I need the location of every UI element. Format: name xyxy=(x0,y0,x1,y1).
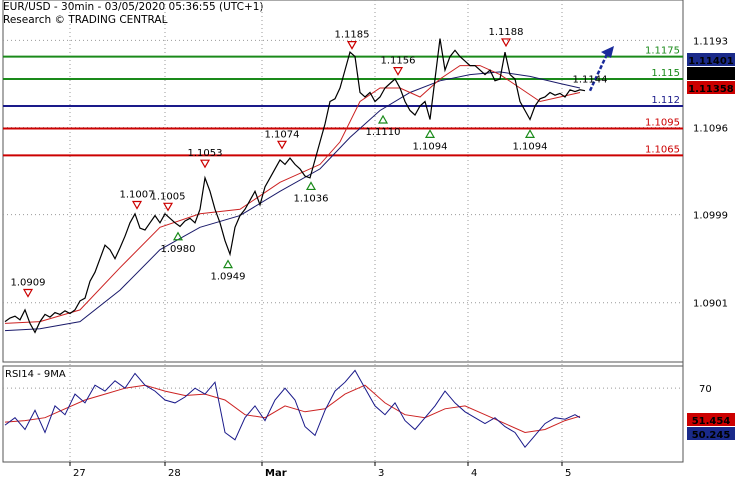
x-axis-tick: Mar xyxy=(265,468,287,479)
chart-title: EUR/USD - 30min - 03/05/2020 05:36:55 (U… xyxy=(3,1,264,13)
swing-high-label: 1.1156 xyxy=(381,56,416,67)
swing-high-marker xyxy=(500,38,512,48)
price-tag-label: 1.11373 xyxy=(688,70,734,81)
swing-high-label: 1.1053 xyxy=(188,148,223,159)
swing-low-label: 1.1094 xyxy=(413,141,448,152)
level-label: 1.1175 xyxy=(645,46,680,57)
rsi-tag-label: 51.454 xyxy=(692,416,731,427)
swing-high-marker xyxy=(346,41,358,50)
swing-low-label: 1.1110 xyxy=(366,127,401,138)
x-axis-tick: 28 xyxy=(168,468,181,479)
level-label: 1.112 xyxy=(651,95,680,106)
swing-low-label: 1.0949 xyxy=(211,272,246,283)
swing-low-label: 1.1094 xyxy=(513,141,548,152)
swing-high-label: 1.1007 xyxy=(120,189,155,200)
price-panel-frame xyxy=(2,0,684,363)
price-axis-tick: 1.0999 xyxy=(693,211,728,222)
swing-low-marker xyxy=(172,231,184,241)
swing-high-marker xyxy=(276,140,288,150)
swing-high-marker xyxy=(392,67,404,76)
swing-high-marker xyxy=(162,202,174,212)
price-tag-label: 1.11401 xyxy=(688,56,734,67)
ma-fast-line xyxy=(4,65,581,324)
forecast-arrow xyxy=(588,51,610,92)
swing-high-marker xyxy=(131,200,143,210)
level-label: 1.1095 xyxy=(645,117,680,128)
price-axis-tick: 1.1096 xyxy=(693,124,728,135)
price-axis-tick: 1.0901 xyxy=(693,299,728,310)
price-line xyxy=(4,38,586,334)
swing-high-label: 1.1185 xyxy=(335,30,370,41)
x-axis-tick: 27 xyxy=(73,468,86,479)
rsi-tag xyxy=(687,413,735,426)
rsi-tag xyxy=(687,427,735,440)
swing-high-label: 1.1074 xyxy=(265,129,300,140)
swing-high-label: 1.0909 xyxy=(11,278,46,289)
price-tag xyxy=(687,81,735,94)
swing-low-label: 1.0980 xyxy=(161,244,196,255)
rsi-line xyxy=(4,369,581,449)
swing-low-marker xyxy=(524,129,536,138)
swing-low-label: 1.1036 xyxy=(294,193,329,204)
chart-source: Research © TRADING CENTRAL xyxy=(3,14,168,26)
rsi-axis-tick: 70 xyxy=(699,384,712,395)
x-axis-tick: 4 xyxy=(471,468,477,479)
swing-high-label: 1.1188 xyxy=(489,27,524,38)
forecast-arrowhead xyxy=(601,46,614,58)
swing-low-marker xyxy=(222,259,234,269)
rsi-title: RSI14 - 9MA xyxy=(5,369,66,380)
price-axis-tick: 1.1193 xyxy=(693,36,728,47)
price-tag xyxy=(687,53,735,66)
swing-low-marker xyxy=(305,181,317,191)
swing-high-label: 1.1005 xyxy=(151,191,186,202)
swing-high-marker xyxy=(199,159,211,169)
swing-high-marker xyxy=(22,288,34,298)
price-tag xyxy=(687,67,735,80)
ma-slow-line xyxy=(4,71,581,332)
rsi-panel-frame xyxy=(2,365,684,463)
x-axis-tick: 5 xyxy=(565,468,571,479)
swing-low-marker xyxy=(424,129,436,138)
level-label: 1.1065 xyxy=(645,144,680,155)
swing-low-marker xyxy=(377,114,389,124)
x-axis-tick: 3 xyxy=(378,468,384,479)
price-tag-label: 1.11358 xyxy=(688,84,734,95)
rsi-ma-line xyxy=(4,384,581,434)
rsi-tag-label: 50.245 xyxy=(692,430,731,441)
level-label: 1.115 xyxy=(651,68,680,79)
target-label: 1.1144 xyxy=(573,74,608,85)
